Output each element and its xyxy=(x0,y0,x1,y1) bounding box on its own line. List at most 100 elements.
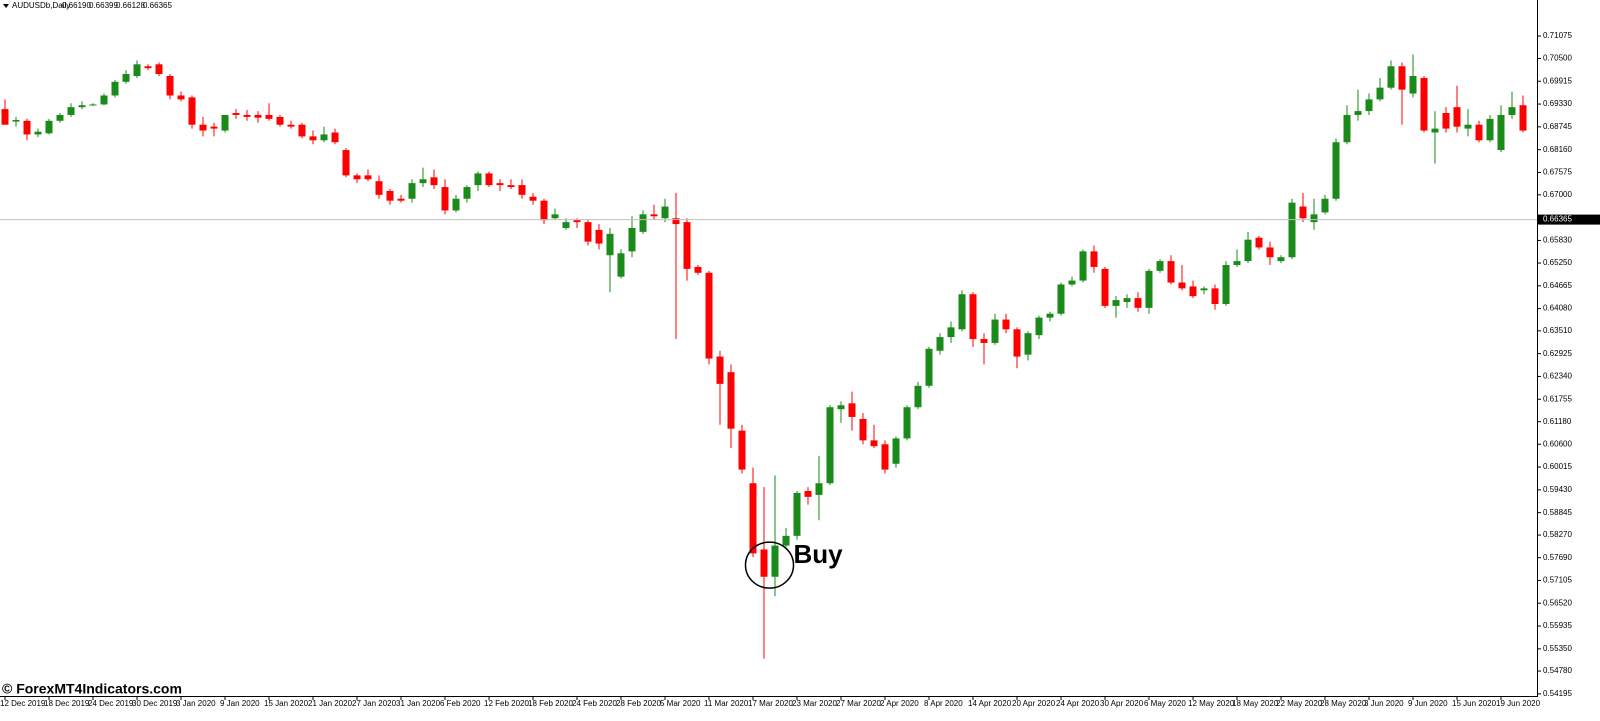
y-tick-label: 0.58845 xyxy=(1543,508,1572,517)
candle-body xyxy=(408,183,416,199)
candle-body xyxy=(749,483,757,554)
candle-body xyxy=(111,81,119,96)
candle-body xyxy=(232,113,240,115)
candle-body xyxy=(34,131,42,135)
candle-body xyxy=(320,134,328,141)
y-tick-label: 0.57105 xyxy=(1543,576,1572,585)
candle-body xyxy=(793,492,801,536)
x-tick-label: 17 Mar 2020 xyxy=(748,699,793,708)
candle-body xyxy=(672,218,680,225)
x-tick-label: 15 Jan 2020 xyxy=(264,699,309,708)
candle-body xyxy=(122,74,130,82)
x-tick-label: 30 Apr 2020 xyxy=(1100,699,1144,708)
candle-body xyxy=(1288,202,1296,258)
x-tick-label: 23 Mar 2020 xyxy=(792,699,837,708)
candle-body xyxy=(1178,282,1186,289)
candle-body xyxy=(177,95,185,100)
y-tick-label: 0.60015 xyxy=(1543,462,1572,471)
y-tick-label: 0.70500 xyxy=(1543,54,1572,63)
candle-body xyxy=(1277,257,1285,262)
y-tick-label: 0.67575 xyxy=(1543,168,1572,177)
candle-body xyxy=(1519,105,1527,131)
candle-body xyxy=(1299,206,1307,219)
candle-body xyxy=(67,107,75,115)
x-tick-label: 21 Jan 2020 xyxy=(308,699,353,708)
candle-body xyxy=(1387,66,1395,88)
candle-body xyxy=(837,405,845,410)
x-tick-label: 19 Jun 2020 xyxy=(1496,699,1541,708)
candle-body xyxy=(925,348,933,386)
x-tick-label: 30 Dec 2019 xyxy=(132,699,178,708)
candle-body xyxy=(1453,107,1461,127)
header-value: 0.66399 xyxy=(89,1,118,10)
candle-body xyxy=(507,185,515,188)
x-tick-label: 24 Feb 2020 xyxy=(572,699,617,708)
candle-body xyxy=(1134,298,1142,308)
candle-body xyxy=(782,535,790,546)
candle-body xyxy=(705,272,713,359)
candle-body xyxy=(1200,288,1208,291)
candle-body xyxy=(199,124,207,131)
candle-body xyxy=(78,105,86,108)
candle-body xyxy=(496,183,504,186)
y-tick-label: 0.57690 xyxy=(1543,553,1572,562)
candle-body xyxy=(342,150,350,176)
candle-body xyxy=(353,175,361,180)
candle-body xyxy=(155,64,163,75)
candle-body xyxy=(287,124,295,127)
candle-body xyxy=(947,327,955,338)
candle-body xyxy=(1376,87,1384,100)
x-tick-label: 9 Jan 2020 xyxy=(220,699,260,708)
x-tick-label: 18 Dec 2019 xyxy=(44,699,90,708)
y-tick-label: 0.60600 xyxy=(1543,439,1572,448)
candle-body xyxy=(23,120,31,135)
candle-body xyxy=(1013,329,1021,357)
candle-body xyxy=(650,214,658,217)
candle-body xyxy=(188,97,196,125)
candle-body xyxy=(1310,214,1318,223)
x-tick-label: 6 Feb 2020 xyxy=(440,699,481,708)
candle-body xyxy=(1354,111,1362,115)
x-tick-label: 3 Jun 2020 xyxy=(1364,699,1404,708)
y-tick-label: 0.62340 xyxy=(1543,372,1572,381)
plot xyxy=(1,54,1527,659)
candle-body xyxy=(331,132,339,143)
candle-body xyxy=(617,253,625,277)
candle-body xyxy=(485,173,493,186)
y-tick-label: 0.63510 xyxy=(1543,326,1572,335)
y-tick-label: 0.64080 xyxy=(1543,304,1572,313)
y-tick-label: 0.55350 xyxy=(1543,644,1572,653)
candle-body xyxy=(1123,298,1131,303)
y-tick-label: 0.54780 xyxy=(1543,666,1572,675)
candle-body xyxy=(1068,280,1076,285)
x-tick-label: 12 Dec 2019 xyxy=(0,699,46,708)
candle-body xyxy=(892,438,900,464)
candle-body xyxy=(694,266,702,273)
candle-body xyxy=(562,222,570,228)
candle-body xyxy=(100,95,108,105)
watermark: © ForexMT4Indicators.com xyxy=(2,681,182,697)
candle-body xyxy=(1343,114,1351,143)
candle-body xyxy=(419,179,427,184)
candle-body xyxy=(1156,261,1164,271)
x-tick-label: 8 Apr 2020 xyxy=(924,699,963,708)
candle-body xyxy=(463,187,471,199)
candle-body xyxy=(1409,75,1417,94)
y-tick-label: 0.65830 xyxy=(1543,236,1572,245)
candle-body xyxy=(914,385,922,408)
candle-body xyxy=(375,181,383,195)
candle-body xyxy=(848,403,856,417)
y-tick-label: 0.61755 xyxy=(1543,394,1572,403)
candle-body xyxy=(804,491,812,497)
candle-body xyxy=(1365,99,1373,112)
header-arrow xyxy=(3,4,9,8)
candle-body xyxy=(573,220,581,223)
y-tick-label: 0.58270 xyxy=(1543,530,1572,539)
candle-body xyxy=(1211,288,1219,304)
candle-body xyxy=(1486,118,1494,141)
candle-body xyxy=(1167,261,1175,283)
candle-body xyxy=(166,75,174,96)
candle-body xyxy=(639,214,647,232)
